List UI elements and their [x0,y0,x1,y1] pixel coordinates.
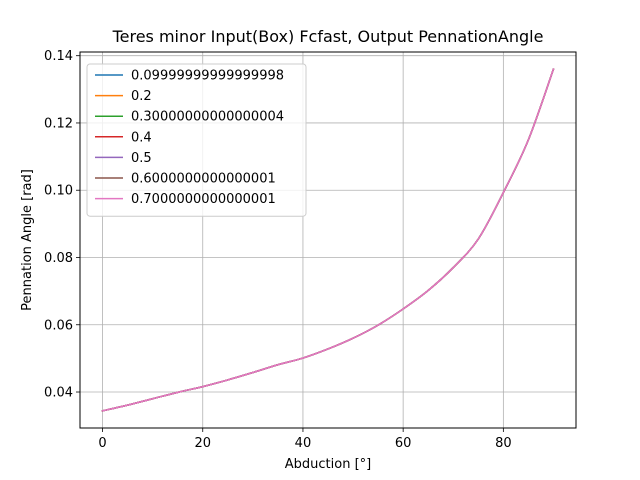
y-tick-label: 0.10 [44,184,73,199]
x-axis-label: Abduction [°] [285,457,371,472]
ticks: 0 20 40 60 80 0.04 0.06 0.08 0.10 0.12 0.14 [44,49,512,451]
y-tick-label: 0.04 [44,386,73,401]
legend-label: 0.30000000000000004 [131,110,284,125]
x-tick-label: 60 [395,436,412,451]
legend-label: 0.5 [131,151,152,166]
legend-label: 0.09999999999999998 [131,69,284,84]
y-tick-label: 0.14 [44,49,73,64]
y-tick-label: 0.06 [44,318,73,333]
y-tick-label: 0.08 [44,251,73,266]
legend-box [86,63,307,217]
series-line-7 [101,68,555,412]
legend-label: 0.7000000000000001 [131,192,276,207]
legend-label: 0.6000000000000001 [131,172,276,187]
x-tick-label: 20 [194,436,211,451]
chart-title: Teres minor Input(Box) Fcfast, Output Pe… [112,27,544,46]
y-tick-label: 0.12 [44,116,73,131]
legend-label: 0.2 [131,89,152,104]
grid [80,52,576,428]
axes-frame [79,51,577,429]
legend: 0.09999999999999998 0.2 0.3000000000000000… [86,63,307,217]
x-tick-label: 0 [98,436,106,451]
legend-label: 0.4 [131,130,152,145]
x-tick-label: 40 [295,436,312,451]
series-lines [101,68,555,412]
y-axis-label: Pennation Angle [rad] [20,169,35,311]
x-tick-label: 80 [495,436,512,451]
